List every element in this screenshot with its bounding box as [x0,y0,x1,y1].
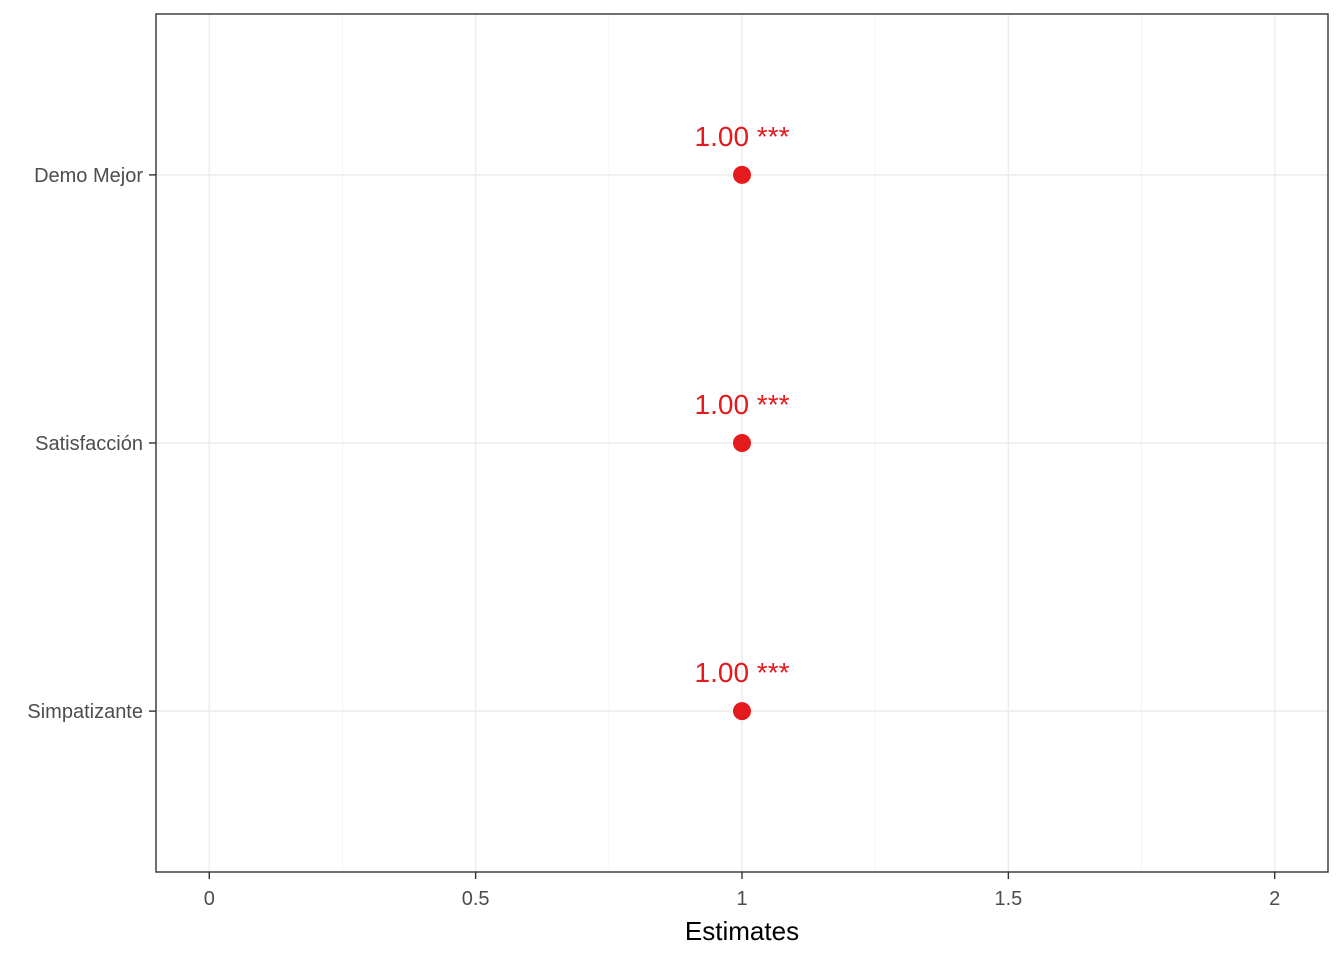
y-axis: Demo Mejor Satisfacción Simpatizante [27,165,156,723]
estimate-point [733,702,751,721]
x-axis-title: Estimates [685,916,799,946]
estimate-label: 1.00 *** [695,389,790,420]
x-tick-label: 0 [204,888,215,910]
x-tick-label: 1 [736,888,747,910]
x-tick-label: 1.5 [994,888,1022,910]
estimate-point [733,165,751,184]
major-gridlines [156,14,1328,872]
data-marks: 1.00 *** 1.00 *** 1.00 *** [695,121,790,721]
y-category-label: Satisfacción [35,433,143,455]
estimate-label: 1.00 *** [695,121,790,152]
x-tick-label: 0.5 [462,888,490,910]
estimate-point [733,434,751,452]
y-category-label: Demo Mejor [34,165,143,187]
estimate-label: 1.00 *** [695,657,790,688]
x-axis: 0 0.5 1 1.5 2 [204,872,1280,910]
x-tick-label: 2 [1269,888,1280,910]
y-category-label: Simpatizante [27,701,143,723]
